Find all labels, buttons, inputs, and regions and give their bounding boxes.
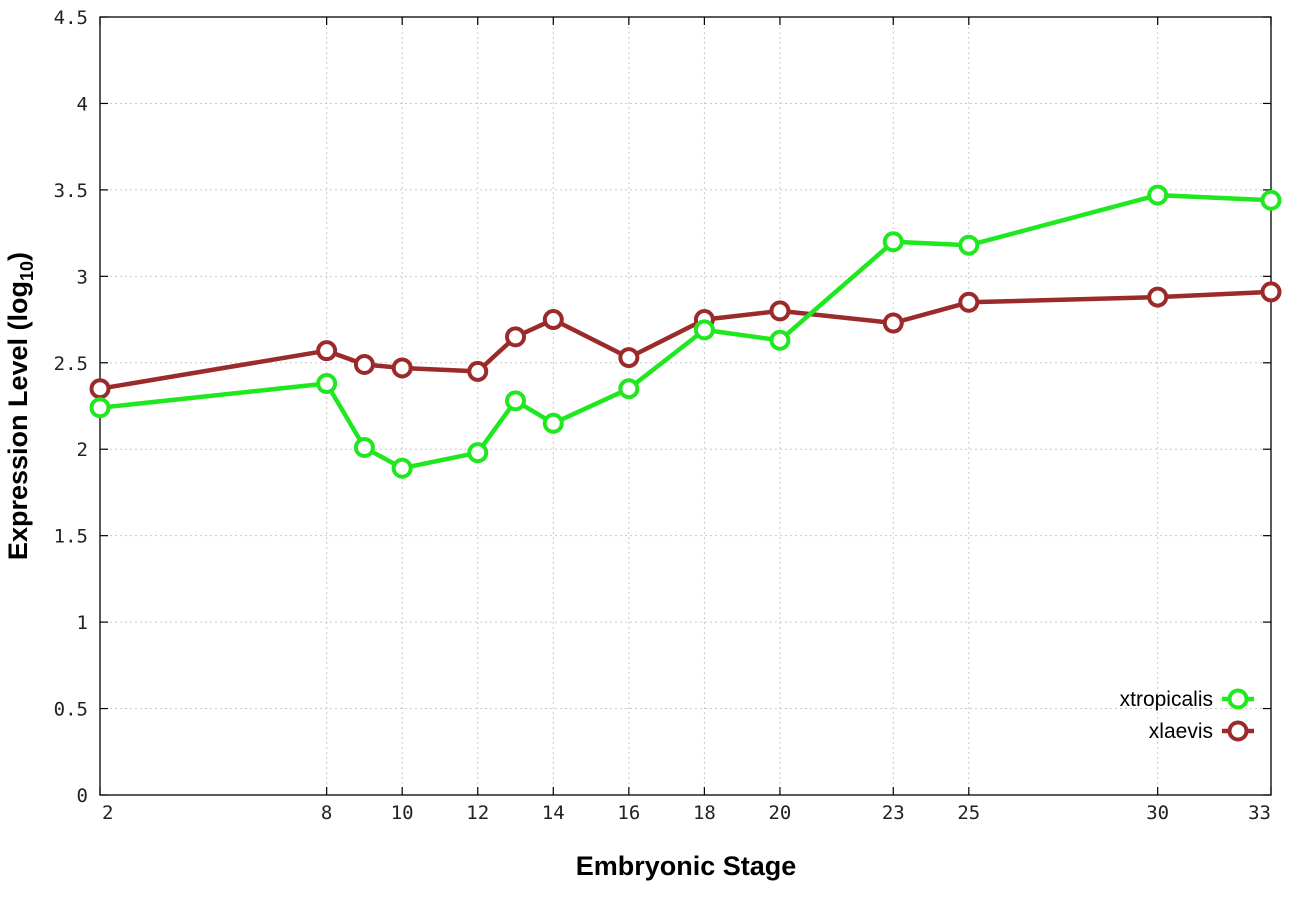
data-point-xlaevis xyxy=(618,347,640,369)
data-point-xtropicalis xyxy=(769,329,791,351)
y-tick-label: 1.5 xyxy=(54,526,88,548)
x-tick-label: 10 xyxy=(391,802,414,824)
x-tick-label: 16 xyxy=(617,802,640,824)
legend: xtropicalis xlaevis xyxy=(1120,688,1254,743)
data-point-xtropicalis xyxy=(618,378,640,400)
x-tick-label: 18 xyxy=(693,802,716,824)
data-point-xlaevis xyxy=(882,312,904,334)
x-tick-label: 8 xyxy=(321,802,332,824)
data-point-xtropicalis xyxy=(467,442,489,464)
data-point-xtropicalis xyxy=(542,412,564,434)
y-tick-label: 0.5 xyxy=(54,699,88,721)
data-point-xlaevis xyxy=(391,357,413,379)
y-tick-label: 4 xyxy=(77,93,88,115)
data-point-xlaevis xyxy=(505,326,527,348)
x-tick-label: 2 xyxy=(102,802,113,824)
data-point-xlaevis xyxy=(1147,286,1169,308)
data-point-xtropicalis xyxy=(353,436,375,458)
y-axis-title-main: Expression Level (log xyxy=(3,281,33,560)
x-tick-label: 12 xyxy=(466,802,489,824)
x-axis-title: Embryonic Stage xyxy=(576,851,797,881)
data-point-xlaevis xyxy=(89,378,111,400)
x-tick-label: 33 xyxy=(1248,802,1271,824)
data-point-xtropicalis xyxy=(1147,184,1169,206)
y-axis-title-close: ) xyxy=(3,252,33,261)
y-tick-label: 4.5 xyxy=(54,7,88,29)
x-tick-label: 20 xyxy=(768,802,791,824)
y-axis-title-subscript: 10 xyxy=(17,261,37,281)
y-tick-label: 1 xyxy=(77,612,88,634)
plot-frame xyxy=(99,16,1272,796)
data-point-xtropicalis xyxy=(316,373,338,395)
data-point-xtropicalis xyxy=(693,319,715,341)
series-layer xyxy=(89,184,1282,479)
data-point-xlaevis xyxy=(769,300,791,322)
data-point-xtropicalis xyxy=(882,231,904,253)
data-point-xlaevis xyxy=(316,340,338,362)
legend-marker-xlaevis xyxy=(1227,720,1249,742)
y-tick-label: 3.5 xyxy=(54,180,88,202)
data-point-xtropicalis xyxy=(1260,189,1282,211)
grid-lines xyxy=(100,17,1271,795)
x-tick-label: 30 xyxy=(1146,802,1169,824)
data-point-xtropicalis xyxy=(958,234,980,256)
y-tick-label: 3 xyxy=(77,266,88,288)
y-tick-label: 2.5 xyxy=(54,353,88,375)
series-line-xlaevis xyxy=(99,289,1272,391)
x-tick-label: 23 xyxy=(882,802,905,824)
data-point-xtropicalis xyxy=(505,390,527,412)
series-line-xtropicalis xyxy=(99,192,1272,471)
axis-ticks: 0 0.5 1 1.5 2 2.5 3 3.5 4 4.5 2 8 10 12 14 16 18 20 23 25 30… xyxy=(54,7,1272,824)
data-point-xlaevis xyxy=(353,354,375,376)
data-point-xlaevis xyxy=(1260,281,1282,303)
legend-label-xtropicalis: xtropicalis xyxy=(1120,688,1213,711)
legend-label-xlaevis: xlaevis xyxy=(1149,720,1213,743)
data-point-xlaevis xyxy=(958,291,980,313)
y-tick-label: 2 xyxy=(77,439,88,461)
data-point-xlaevis xyxy=(542,309,564,331)
x-tick-label: 14 xyxy=(542,802,565,824)
y-tick-label: 0 xyxy=(77,785,88,807)
y-axis-title: Expression Level (log10) xyxy=(3,252,37,560)
data-point-xtropicalis xyxy=(89,397,111,419)
data-point-xtropicalis xyxy=(391,457,413,479)
x-tick-label: 25 xyxy=(957,802,980,824)
legend-marker-xtropicalis xyxy=(1227,688,1249,710)
data-point-xlaevis xyxy=(467,360,489,382)
